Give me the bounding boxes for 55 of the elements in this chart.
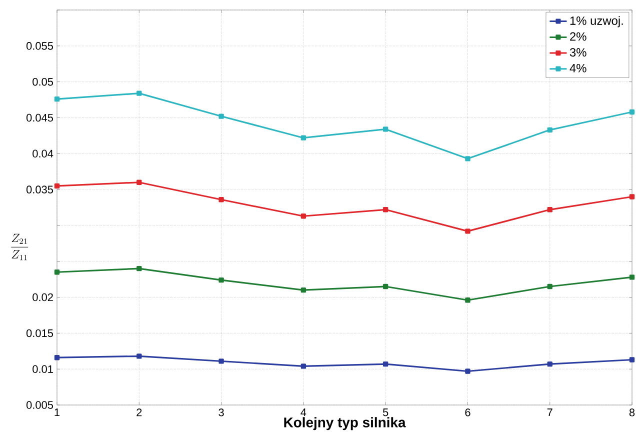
point <box>300 135 306 140</box>
point <box>382 284 388 290</box>
point <box>54 183 60 189</box>
x-tick-label: 3 <box>218 408 224 416</box>
y-axis-title: $\frac{Z_{21}}{Z_{11}}$ <box>11 234 28 260</box>
point <box>382 126 388 132</box>
legend-label: 2% <box>570 32 586 41</box>
point <box>629 194 635 200</box>
point <box>218 114 224 119</box>
point <box>629 109 635 115</box>
point <box>300 364 306 369</box>
point <box>629 357 635 362</box>
point <box>218 277 224 283</box>
y-tick-label: 0.035 <box>26 186 54 194</box>
x-tick-label: 6 <box>465 408 470 416</box>
y-tick-label: 0.015 <box>26 329 54 338</box>
point <box>300 287 306 293</box>
point <box>547 284 552 290</box>
point <box>218 358 224 364</box>
y-tick-label: 0.005 <box>26 401 54 409</box>
y-tick-label: 0.055 <box>26 42 54 50</box>
point <box>382 361 388 367</box>
point <box>465 228 470 234</box>
point <box>218 197 224 202</box>
x-tick-label: 5 <box>382 408 388 416</box>
y-tick-label: 0.04 <box>32 150 54 158</box>
point <box>547 361 552 367</box>
point <box>629 274 635 280</box>
point <box>54 270 60 275</box>
y-tick-label: 0.01 <box>32 365 53 373</box>
point <box>547 207 552 212</box>
point <box>54 355 60 360</box>
x-tick-label: 1 <box>54 408 60 416</box>
legend-label: 4% <box>570 64 586 72</box>
point <box>136 354 142 359</box>
legend-label: 3% <box>570 48 586 57</box>
y-tick-label: 0.02 <box>32 293 53 302</box>
x-tick-label: 4 <box>300 408 306 416</box>
point <box>136 180 142 185</box>
point <box>465 156 470 162</box>
x-tick-label: 8 <box>629 408 635 416</box>
point <box>54 96 60 102</box>
x-axis-title: Kolejny typ silnika <box>284 417 406 430</box>
point <box>136 90 142 96</box>
point <box>547 127 552 133</box>
point <box>465 368 470 374</box>
legend-label: 1% uzwoj. <box>570 16 623 28</box>
x-tick-label: 7 <box>547 408 552 416</box>
y-tick-label: 0.045 <box>26 114 54 122</box>
point <box>382 207 388 212</box>
point <box>465 298 470 303</box>
point <box>136 266 142 272</box>
x-tick-label: 2 <box>136 408 142 416</box>
point <box>300 214 306 219</box>
y-tick-label: 0.05 <box>32 78 54 86</box>
